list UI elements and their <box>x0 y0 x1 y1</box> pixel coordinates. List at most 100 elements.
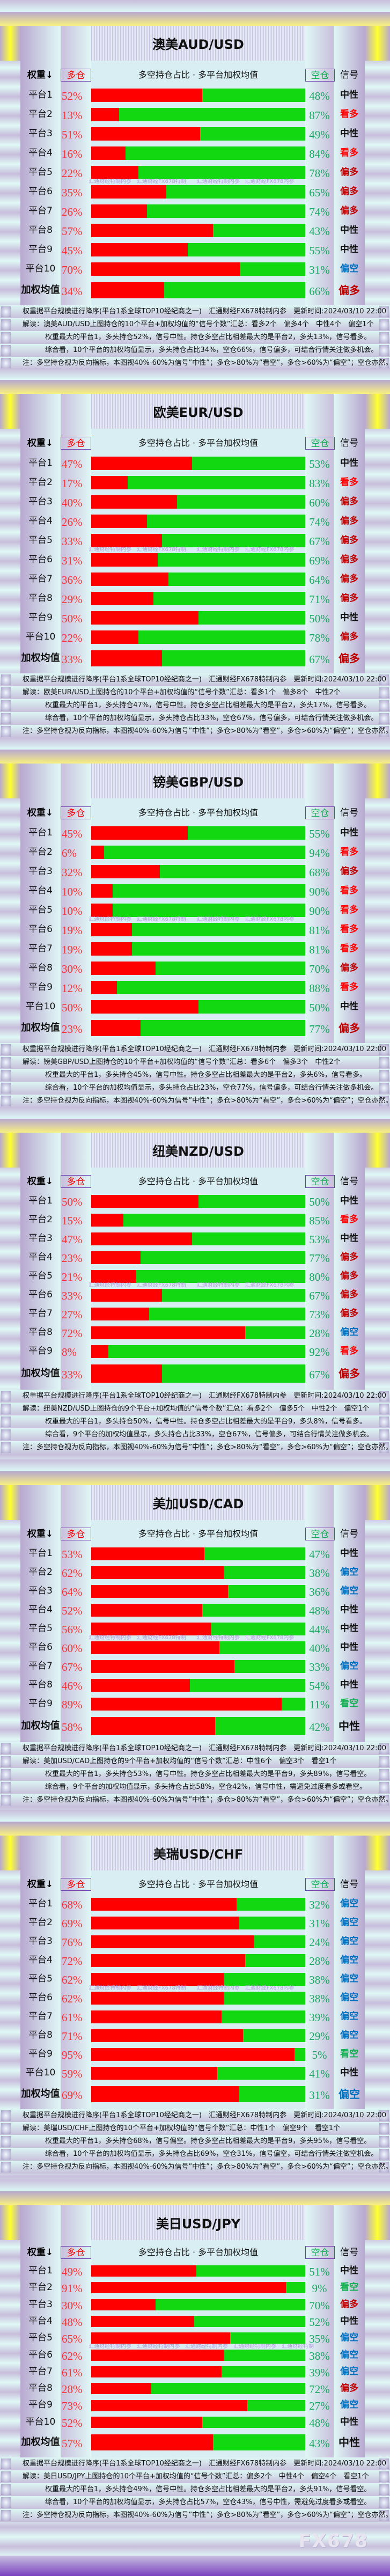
platform-label: 平台6 <box>28 1992 53 2003</box>
short-percent: 78% <box>309 167 330 180</box>
ratio-bar <box>91 1020 305 1036</box>
signal-badge: 中性 <box>340 612 358 623</box>
ratio-bar <box>91 2399 305 2411</box>
conclusion-text-label: 综合看，10个平台的加权均值显示，多头持仓占比23%，空仓77%，信号偏多，可结… <box>45 1084 378 1092</box>
ornament-square <box>1 2471 11 2482</box>
ratio-bar <box>91 107 305 121</box>
long-bar <box>91 961 156 975</box>
long-bar <box>91 1641 220 1654</box>
long-bar <box>91 1020 141 1036</box>
platform-label: 平台9 <box>28 1698 53 1709</box>
signal-badge: 偏多 <box>339 1367 360 1380</box>
detail-text: 权重最大的平台1，多头持仓45%，信号中性。持仓多空占比相差最大的是平台2，多头… <box>0 1069 390 1082</box>
signal-badge: 中性 <box>340 827 358 838</box>
long-bar <box>91 1697 282 1711</box>
header-weight[interactable]: 权重↓ <box>27 70 54 80</box>
short-bar <box>282 1697 305 1711</box>
ornament-square <box>379 1442 389 1453</box>
long-percent: 34% <box>62 285 83 298</box>
long-percent: 65% <box>62 2332 83 2346</box>
ratio-bar <box>91 1991 305 2005</box>
short-bar <box>125 146 305 160</box>
short-bar <box>239 262 305 276</box>
summary-text-label: 解读：欧美EUR/USD上图持仓的10个平台+加权均值的“信号个数”汇总：看多1… <box>23 688 341 696</box>
short-percent: 53% <box>309 458 330 471</box>
ratio-bar <box>91 961 305 975</box>
ratio-bar <box>91 456 305 470</box>
short-percent: 33% <box>309 1661 330 1674</box>
header-short: 空仓 <box>305 1878 335 1891</box>
long-percent: 16% <box>62 148 83 160</box>
signal-badge: 偏空 <box>340 1992 358 2003</box>
short-percent: 27% <box>309 2399 330 2413</box>
long-percent: 58% <box>62 1721 83 1734</box>
summary-text: 解读：欧美EUR/USD上图持仓的10个平台+加权均值的“信号个数”汇总：看多1… <box>0 686 390 699</box>
long-bar <box>91 1717 216 1735</box>
long-percent: 51% <box>62 128 83 141</box>
long-percent: 31% <box>62 554 83 567</box>
conclusion-text: 综合看，10个平台的加权均值显示，多头持仓占比69%，空仓31%，信号偏空，可结… <box>0 2148 390 2161</box>
long-bar <box>91 88 203 102</box>
signal-badge: 偏多 <box>340 866 358 877</box>
long-bar <box>91 650 162 666</box>
long-percent: 28% <box>62 2383 83 2396</box>
left-ornament <box>0 764 20 798</box>
ornament-square <box>1 1769 11 1780</box>
ratio-bar <box>91 1603 305 1617</box>
short-bar <box>168 572 305 586</box>
update-info: 权重据平台规模进行降序(平台1系全球TOP10经纪商之一) 汇通财经FX678特… <box>0 2109 390 2122</box>
short-percent: 36% <box>309 1586 330 1598</box>
header-weight[interactable]: 权重↓ <box>27 1176 54 1187</box>
currency-panel: 镑美GBP/USD 权重↓ 多仓 多空持仓占比 · 多平台加权均值 空仓 信号 平台1 45%… <box>0 738 390 1107</box>
ornament-square <box>379 1417 389 1427</box>
ornament-square <box>1 1057 11 1068</box>
long-bar <box>91 553 158 567</box>
short-percent: 5% <box>312 2049 327 2061</box>
ratio-bar <box>91 2010 305 2023</box>
header-long: 多仓 <box>61 2246 91 2259</box>
short-bar <box>157 553 305 567</box>
ornament-square <box>379 1070 389 1081</box>
header-weight[interactable]: 权重↓ <box>27 2247 54 2258</box>
signal-badge: 偏多 <box>339 652 360 665</box>
ornament-square <box>379 700 389 711</box>
short-column-bg <box>305 26 334 305</box>
long-percent: 52% <box>62 90 83 102</box>
short-percent: 69% <box>309 554 330 567</box>
header-weight[interactable]: 权重↓ <box>27 808 54 818</box>
ratio-bar <box>91 1307 305 1320</box>
header-weight[interactable]: 权重↓ <box>27 1529 54 1539</box>
platform-label: 平台3 <box>28 1233 53 1244</box>
signal-badge: 偏多 <box>340 632 358 642</box>
detail-text: 权重最大的平台1，多头持仓68%，信号偏空。持仓多空占比相差最大的是平台9，多头… <box>0 2135 390 2148</box>
short-bar <box>146 514 305 528</box>
short-percent: 70% <box>309 963 330 975</box>
signal-badge: 偏空 <box>340 1973 358 1984</box>
long-percent: 12% <box>62 982 83 995</box>
ornament-square <box>379 1795 389 1806</box>
currency-panel: 纽美NZD/USD 权重↓ 多仓 多空持仓占比 · 多平台加权均值 空仓 信号 平台1 50%… <box>0 1107 390 1459</box>
ornament-square <box>379 2149 389 2160</box>
short-percent: 41% <box>309 2067 330 2080</box>
ornament-square <box>379 1429 389 1440</box>
short-bar <box>176 495 305 509</box>
average-label: 加权均值 <box>21 2436 60 2448</box>
signal-badge: 看多 <box>340 982 358 993</box>
long-bar <box>91 1232 192 1245</box>
platform-label: 平台6 <box>28 2349 53 2360</box>
short-percent: 52% <box>309 2315 330 2329</box>
short-percent: 43% <box>309 225 330 238</box>
summary-text: 解读：纽美NZD/USD上图持仓的9个平台+加权均值的“信号个数”汇总：看多2个… <box>0 1403 390 1415</box>
short-percent: 48% <box>309 1604 330 1617</box>
ornament-square <box>1 700 11 711</box>
short-bar <box>138 630 305 644</box>
ornament-square <box>379 345 389 356</box>
short-bar <box>140 1020 305 1036</box>
long-percent: 45% <box>62 244 83 257</box>
signal-badge: 看空 <box>340 1698 358 1709</box>
header-weight[interactable]: 权重↓ <box>27 1879 54 1890</box>
platform-label: 平台3 <box>28 128 53 139</box>
ornament-square <box>379 2136 389 2147</box>
header-weight[interactable]: 权重↓ <box>27 438 54 449</box>
long-bar <box>91 1213 123 1227</box>
